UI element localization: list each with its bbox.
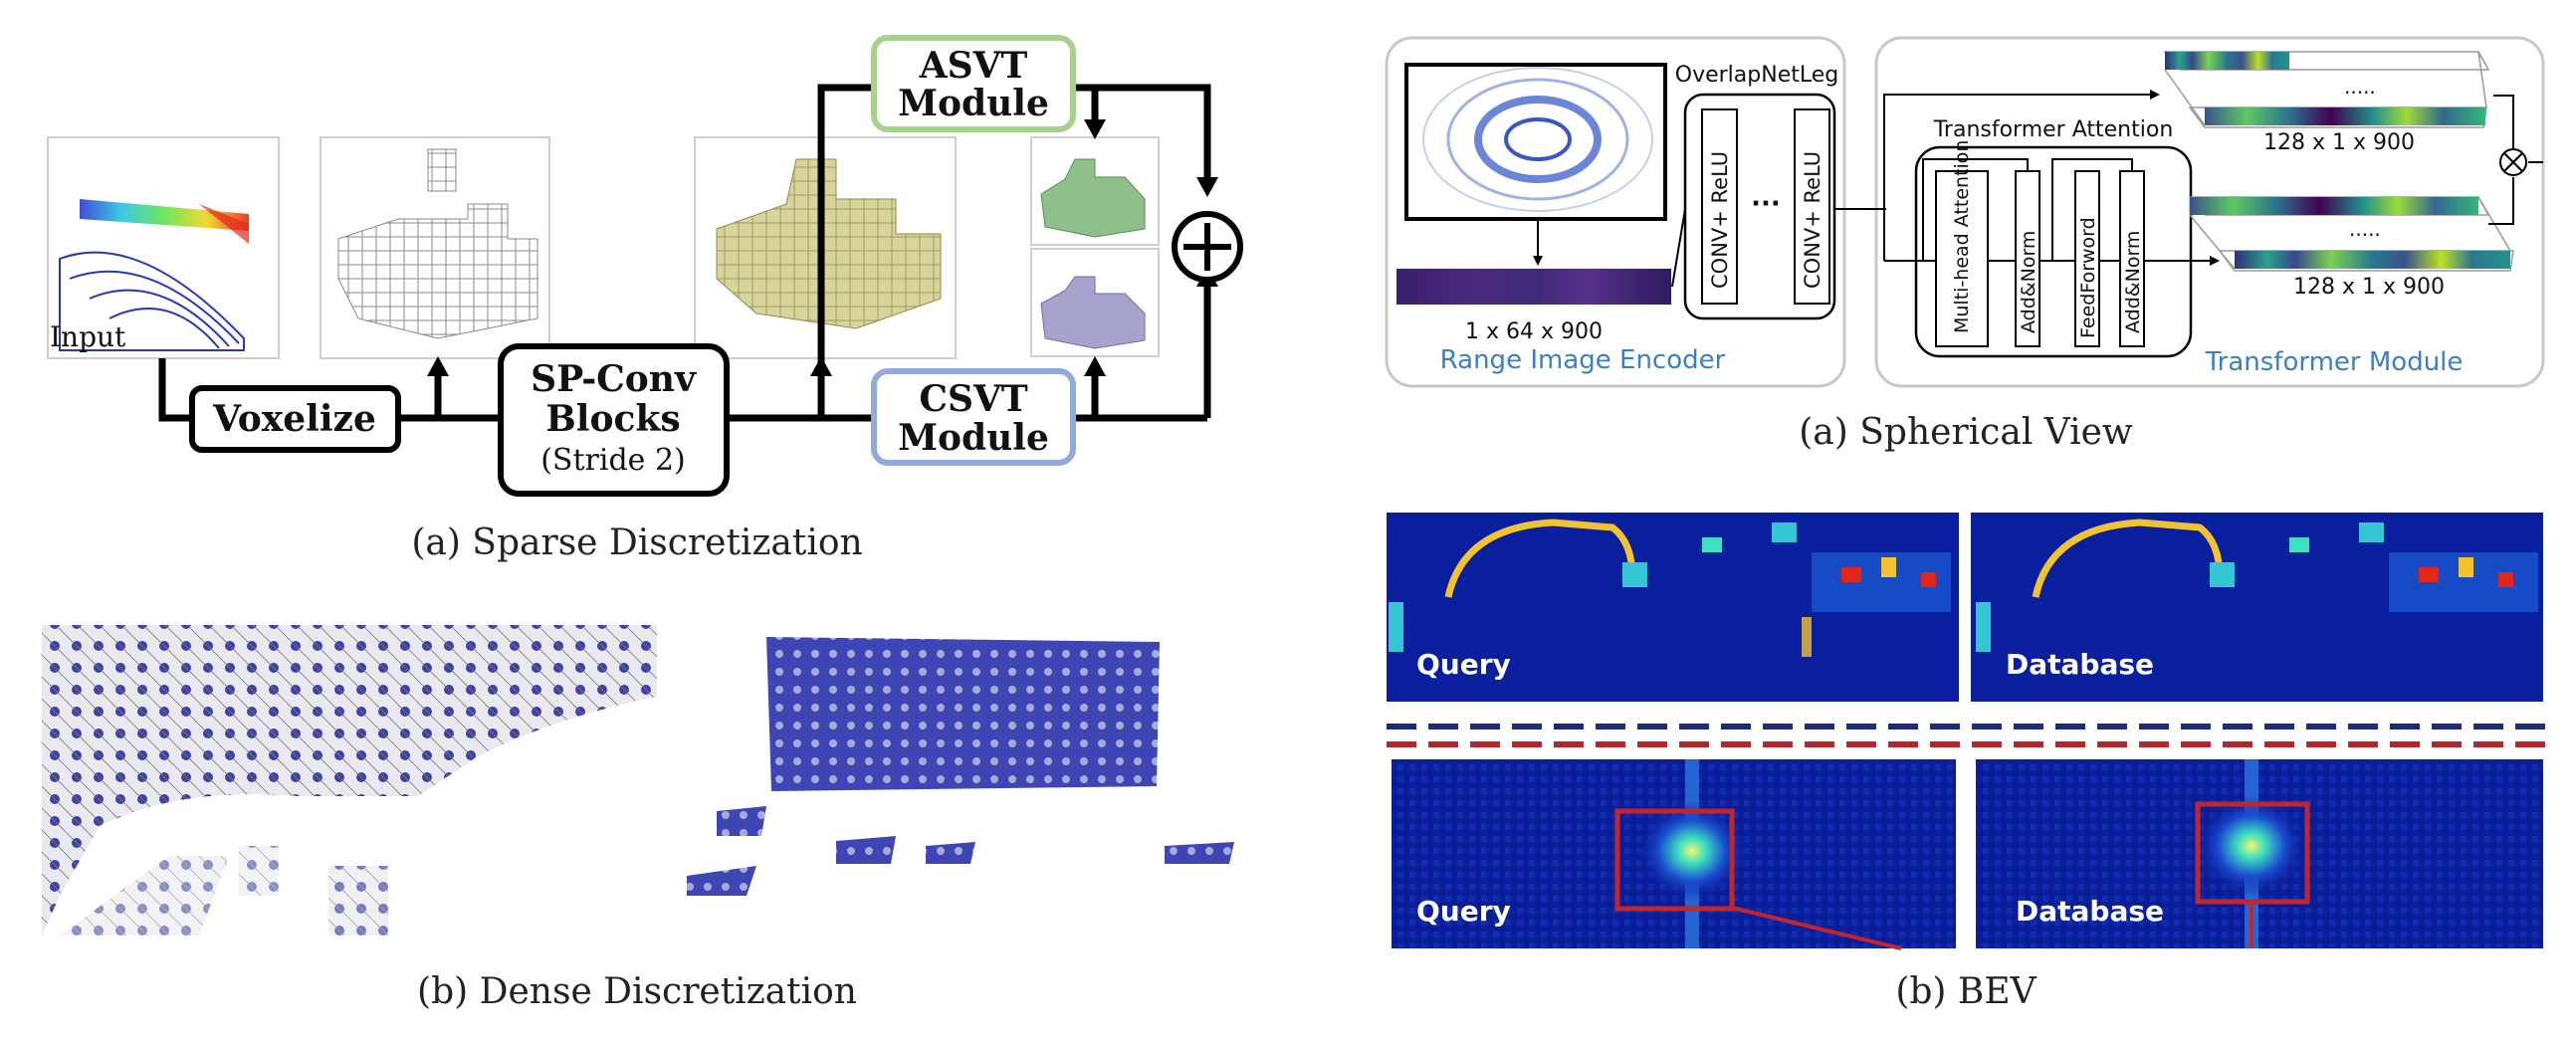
bev-query-bottom-label: Query bbox=[1416, 895, 1511, 928]
feature-strip-top: ····· bbox=[2163, 51, 2490, 128]
bev-database-bottom-label: Database bbox=[2016, 895, 2164, 928]
caption-dense-discretization: (b) Dense Discretization bbox=[417, 971, 857, 1012]
multiply-circle-icon bbox=[2499, 148, 2527, 176]
bev-database-top-image bbox=[1971, 513, 2543, 702]
conv1-label: CONV+ ReLU bbox=[1708, 151, 1732, 289]
bev-query-top-image bbox=[1387, 513, 1959, 702]
bev-diagram: Query Database Query Database bbox=[1387, 513, 2546, 950]
input-label: Input bbox=[50, 320, 126, 353]
dense-scene-left bbox=[42, 625, 657, 936]
caption-sparse-discretization: (a) Sparse Discretization bbox=[411, 522, 863, 563]
caption-spherical-view: (a) Spherical View bbox=[1799, 412, 2133, 453]
mha-box bbox=[1935, 170, 1989, 347]
query-match-box bbox=[1614, 808, 1735, 912]
spconv-box bbox=[498, 343, 730, 497]
csvt-output-image bbox=[1030, 248, 1160, 357]
query-match-line bbox=[1731, 906, 1902, 950]
encoder-label: Range Image Encoder bbox=[1440, 345, 1726, 375]
bev-database-bottom-image bbox=[1976, 759, 2543, 948]
spconv-line1: SP-Conv bbox=[531, 358, 697, 400]
sparse-discretization-diagram: Input bbox=[47, 35, 1243, 497]
voxelize-box bbox=[189, 385, 401, 453]
asvt-module-box bbox=[871, 35, 1076, 132]
transformer-label: Transformer Module bbox=[2205, 347, 2464, 377]
asvt-line1: ASVT bbox=[919, 45, 1028, 87]
svg-text:·····: ····· bbox=[2344, 81, 2376, 104]
feature-strip-bottom: ····· bbox=[2188, 196, 2514, 272]
conv2-label: CONV+ ReLU bbox=[1801, 151, 1825, 289]
voxelize-label: Voxelize bbox=[212, 398, 376, 440]
spherical-view-diagram: 1 x 64 x 900 OverlapNetLeg CONV+ ReLU CO… bbox=[1385, 36, 2545, 388]
ellipsis-label: ··· bbox=[1751, 189, 1781, 219]
feedforward-box bbox=[2074, 170, 2100, 347]
dense-discretization-images bbox=[42, 625, 1234, 936]
caption-bev: (b) BEV bbox=[1895, 971, 2037, 1012]
conv1-box bbox=[1701, 108, 1738, 305]
input-pointcloud-image bbox=[47, 136, 280, 359]
voxelized-grid-image bbox=[320, 136, 550, 359]
csvt-module-box bbox=[871, 368, 1076, 466]
dim-bottom-label: 128 x 1 x 900 bbox=[2293, 275, 2445, 300]
addnorm1-label: Add&Norm bbox=[2018, 231, 2039, 333]
encoder-title: OverlapNetLeg bbox=[1675, 63, 1838, 88]
bev-query-bottom-image bbox=[1392, 759, 1956, 948]
range-image-strip bbox=[1396, 269, 1671, 305]
sum-circle-icon bbox=[1172, 211, 1243, 283]
conv2-box bbox=[1794, 108, 1830, 305]
lidar-scan-image bbox=[1404, 63, 1667, 221]
feedforward-label: FeedForword bbox=[2077, 217, 2099, 338]
bev-query-top-label: Query bbox=[1416, 648, 1511, 681]
csvt-line2: Module bbox=[898, 417, 1049, 459]
dense-scene-right bbox=[687, 637, 1234, 896]
csvt-line1: CSVT bbox=[919, 378, 1028, 420]
multiply-connectors bbox=[2488, 95, 2543, 225]
sparse-voxel-features-image bbox=[694, 136, 957, 359]
sparse-flow-lines bbox=[158, 84, 1211, 422]
addnorm1-box bbox=[2015, 170, 2040, 347]
transformer-attention-title: Transformer Attention bbox=[1933, 117, 2174, 142]
asvt-output-image bbox=[1030, 136, 1160, 246]
dim-top-label: 128 x 1 x 900 bbox=[2263, 130, 2415, 155]
spconv-line3: (Stride 2) bbox=[540, 443, 686, 478]
addnorm2-label: Add&Norm bbox=[2122, 231, 2144, 333]
mha-label: Multi-head Attention bbox=[1951, 140, 1973, 333]
spconv-line2: Blocks bbox=[545, 398, 680, 440]
asvt-line2: Module bbox=[898, 83, 1049, 124]
svg-text:·····: ····· bbox=[2349, 223, 2381, 247]
bev-database-top-label: Database bbox=[2006, 648, 2154, 681]
range-dim-label: 1 x 64 x 900 bbox=[1465, 319, 1603, 344]
transformer-inner-arrows bbox=[1906, 158, 2133, 262]
